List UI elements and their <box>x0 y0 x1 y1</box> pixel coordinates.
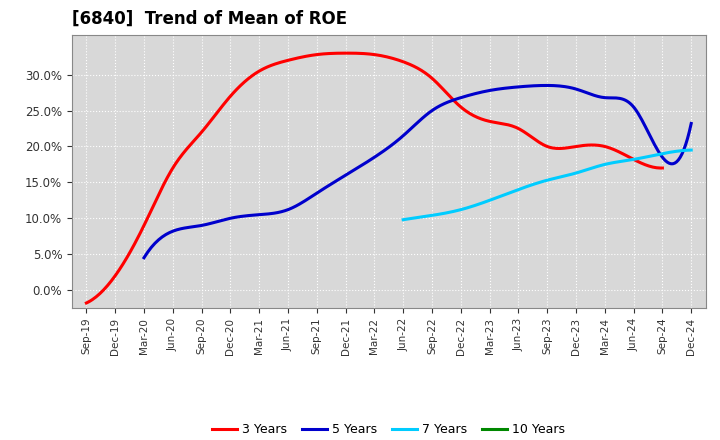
Line: 5 Years: 5 Years <box>144 85 691 258</box>
5 Years <box>465 92 474 98</box>
3 Years <box>342 51 351 56</box>
5 Years <box>142 252 150 257</box>
7 Years <box>660 150 669 156</box>
5 Years <box>140 255 148 260</box>
5 Years <box>687 121 696 126</box>
7 Years <box>575 169 584 175</box>
Legend: 3 Years, 5 Years, 7 Years, 10 Years: 3 Years, 5 Years, 7 Years, 10 Years <box>207 418 570 440</box>
7 Years <box>399 217 408 222</box>
3 Years <box>436 84 445 89</box>
7 Years <box>570 171 579 176</box>
5 Years <box>464 93 472 98</box>
3 Years <box>425 73 433 79</box>
7 Years <box>400 217 408 222</box>
5 Years <box>603 95 611 100</box>
5 Years <box>542 83 551 88</box>
3 Years <box>427 75 436 80</box>
Line: 7 Years: 7 Years <box>403 150 691 220</box>
7 Years <box>687 147 696 153</box>
3 Years <box>658 165 667 171</box>
7 Years <box>642 154 650 160</box>
7 Years <box>570 171 578 176</box>
5 Years <box>474 90 483 95</box>
3 Years <box>570 144 578 150</box>
3 Years <box>82 301 91 306</box>
3 Years <box>606 146 615 151</box>
Line: 3 Years: 3 Years <box>86 53 662 303</box>
Text: [6840]  Trend of Mean of ROE: [6840] Trend of Mean of ROE <box>72 10 347 28</box>
3 Years <box>84 299 93 304</box>
5 Years <box>637 117 646 122</box>
